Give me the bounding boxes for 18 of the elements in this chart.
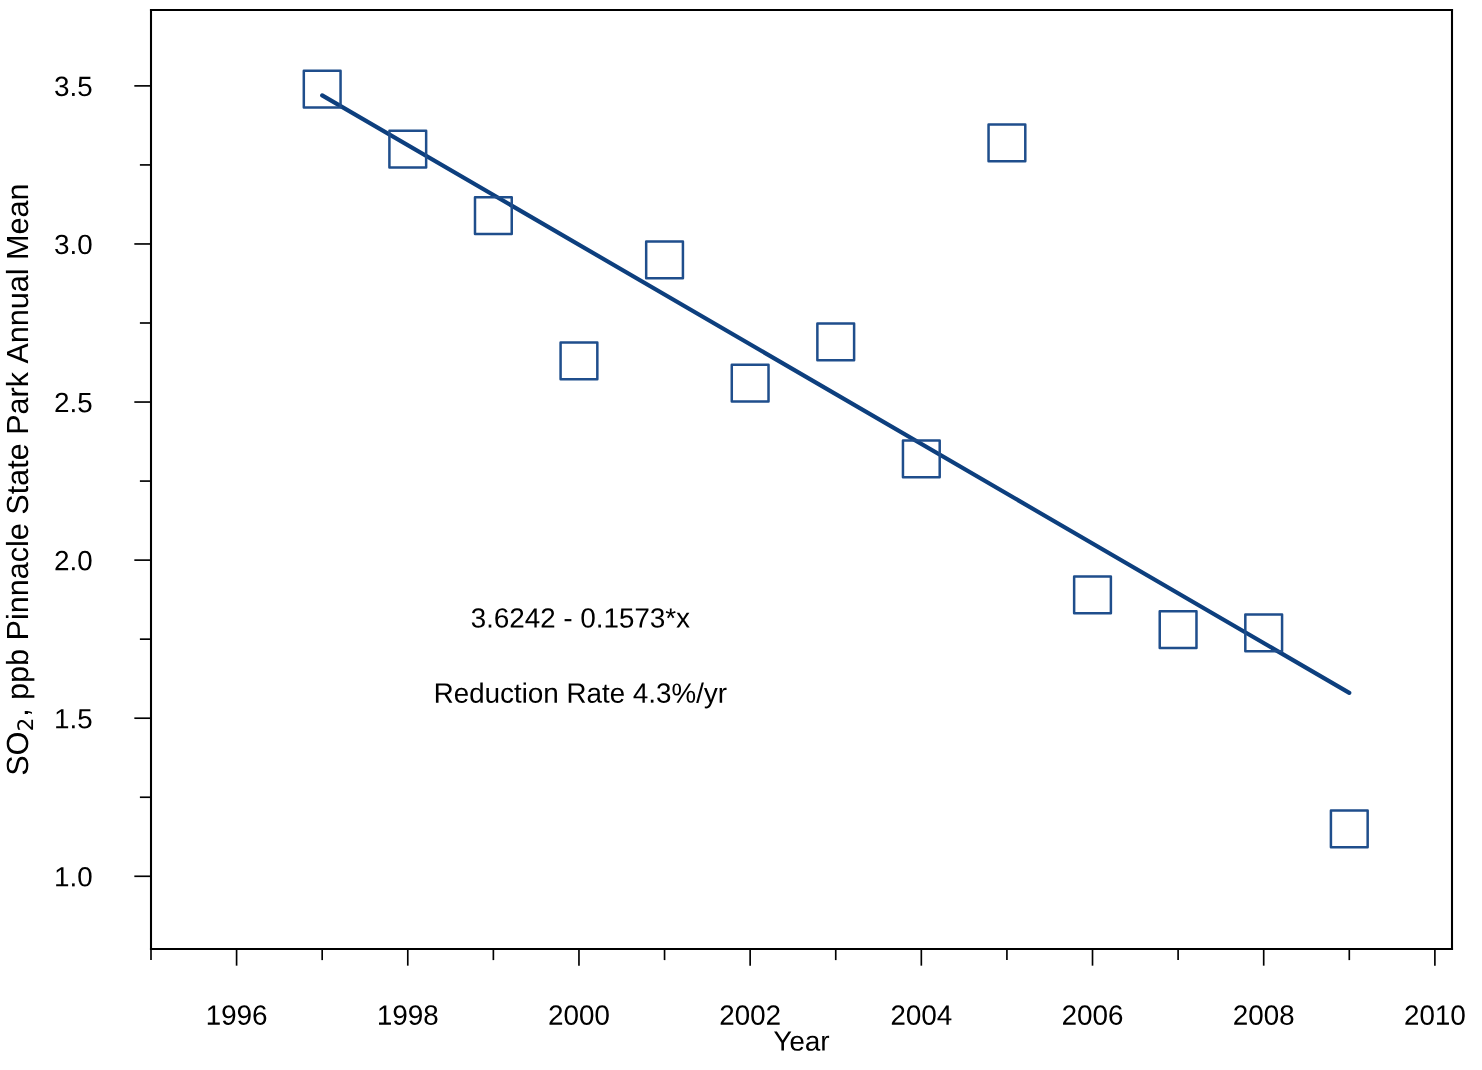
y-tick-label: 3.0 — [55, 234, 92, 255]
x-tick-label: 2000 — [549, 1005, 609, 1025]
x-tick-label: 2004 — [891, 1005, 952, 1025]
annotation: Reduction Rate 4.3%/yr — [435, 682, 727, 709]
x-tick-label: 1996 — [207, 1005, 267, 1025]
y-axis-title: SO$_{2}$, ppb Pinnacle State Park Annual Mean — [5, 185, 35, 775]
x-tick-label: 2002 — [720, 1005, 780, 1025]
x-tick-label: 2010 — [1405, 1005, 1465, 1025]
x-tick-label: 2008 — [1234, 1005, 1294, 1025]
x-tick-label: 2006 — [1063, 1005, 1123, 1025]
x-axis-title: Year — [774, 1031, 830, 1051]
y-tick-label: 3.5 — [55, 76, 92, 97]
y-tick-label: 1.5 — [56, 709, 92, 729]
annotation: 3.6242 - 0.1573*x — [471, 608, 690, 628]
y-tick-label: 2.5 — [55, 392, 92, 413]
x-tick-label: 1998 — [379, 1005, 438, 1025]
y-tick-label: 1.0 — [56, 866, 92, 887]
y-tick-label: 2.0 — [55, 550, 92, 571]
